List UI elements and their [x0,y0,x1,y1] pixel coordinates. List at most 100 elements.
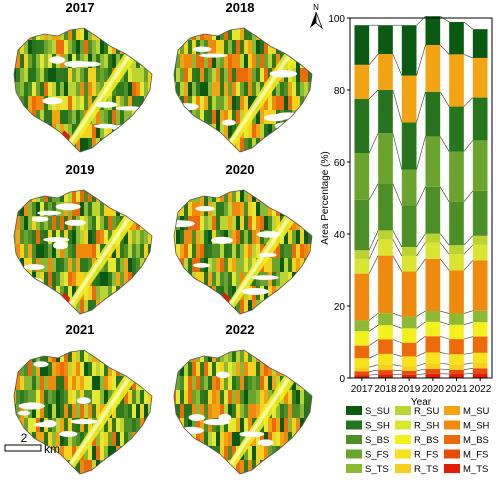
legend-label: S_FS [365,450,389,461]
connector-line [463,373,473,375]
bar-segment-r-bs [401,328,417,343]
bar-segment-r-sh [378,239,393,256]
connector-line [440,362,450,365]
legend-label: M_SH [463,421,490,432]
panel-year-label: 2018 [225,0,255,15]
bar-segment-r-fs [425,352,441,364]
connector-line [463,140,474,152]
land-use-map [173,27,313,153]
connector-line [440,368,450,371]
legend-label: R_BS [414,435,439,446]
bar-segment-m-fs [354,371,370,376]
bar-segment-s-sh [472,97,488,141]
legend-label: R_SU [414,406,439,417]
connector-line [368,89,379,100]
connector-line [392,312,402,317]
legend-swatch [444,464,460,473]
connector-line [368,53,379,65]
connector-line [463,235,474,246]
bar-segment-s-su [472,29,488,58]
bar-segment-m-su [472,57,488,98]
land-use-map [13,189,153,315]
bar-segment-m-su [449,54,464,107]
bar-segment-m-bs [472,336,488,353]
bar-segment-m-sh [425,258,441,312]
connector-line [392,53,403,76]
bar-segment-m-su [425,45,441,92]
x-axis-title: Year [411,397,432,408]
scale-value: 2 [21,432,28,445]
x-tick-label: 2021 [445,384,468,395]
bar-segment-m-ts [378,374,393,378]
legend-swatch [346,420,362,430]
y-axis-title: Area Percentage (%) [320,151,331,244]
bar-segment-r-sh [354,259,370,274]
bar-segment-s-bs [354,199,370,251]
bar-segment-r-ts [472,362,488,369]
connector-line [416,136,426,170]
connector-line [368,183,379,200]
connector-line [463,336,473,340]
bar-segment-r-ts [354,367,370,372]
legend-swatch [395,464,411,473]
connector-line [368,239,379,260]
bar-segment-r-sh [449,254,464,271]
y-tick-label: 20 [334,302,346,313]
bars-group [354,16,488,378]
connector-line [463,321,473,326]
bar-segment-m-ts [449,374,464,378]
bar-segment-s-bs [449,201,464,246]
bar-segment-m-su [378,54,393,90]
connector-line [416,321,426,329]
bar-segment-m-su [401,75,417,123]
bar-segment-s-su [354,25,370,65]
bar-segment-r-su [425,233,441,243]
connector-line [463,352,473,355]
bar-segment-r-ts [401,366,417,371]
legend-label: S_BS [365,435,389,446]
connector-line [392,364,402,367]
connector-line [440,310,450,314]
bar-segment-s-bs [378,183,393,231]
stack-connectors [368,15,474,376]
legend-swatch [346,464,362,473]
connector-line [369,324,379,332]
bar-segment-r-su [401,246,417,256]
connector-line [416,233,426,248]
y-tick-label: 100 [328,14,345,25]
bar-segment-r-sh [401,255,417,272]
bar-segment-s-sh [401,122,417,170]
map-panel-2022: 2022 [160,322,320,482]
connector-line [369,339,379,346]
bar-segment-s-fs [354,153,370,200]
connector-line [369,364,379,368]
bar-segment-m-ts [401,374,417,378]
bar-segment-s-ts [354,320,370,332]
bar-segment-m-fs [401,370,417,375]
connector-line [392,324,402,329]
connector-line [439,233,450,246]
bar-segment-s-fs [425,136,441,187]
bar-segment-r-su [378,230,393,240]
bar-segment-m-sh [354,273,370,321]
connector-line [368,312,379,321]
connector-line [463,244,474,255]
legend-swatch [395,420,411,430]
x-tick-label: 2017 [351,384,374,395]
bar-segment-s-fs [401,169,417,206]
bar-segment-s-su [425,16,441,45]
legend-label: S_SH [365,421,390,432]
bar-segment-s-ts [449,313,464,325]
legend-label: M_FS [463,450,488,461]
legend-swatch [444,420,460,430]
north-label: N [313,3,319,12]
bar-segment-r-sh [472,244,488,261]
bar-segment-m-fs [472,368,488,374]
connector-line [368,255,379,274]
bar-segment-m-bs [401,342,417,357]
bar-segment-r-bs [449,324,464,340]
scale-bar-segment [4,444,42,452]
bar-segment-s-sh [425,91,441,137]
y-tick-label: 0 [339,374,345,385]
